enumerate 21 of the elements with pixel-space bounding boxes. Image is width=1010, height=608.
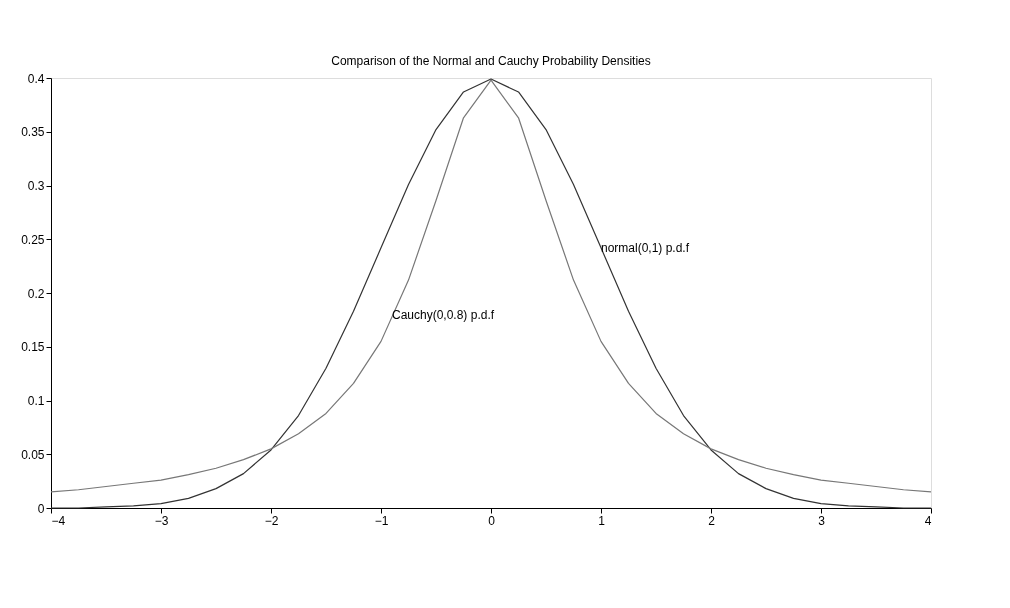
y-tick-label: 0.35 <box>21 125 45 140</box>
annotation: Cauchy(0,0.8) p.d.f <box>392 307 495 322</box>
x-tick-label: 1 <box>598 513 606 528</box>
y-tick-label: 0.3 <box>27 179 45 193</box>
x-tick-label: −1 <box>374 513 389 528</box>
x-tick-label: 2 <box>708 513 716 528</box>
x-tick-label: −3 <box>154 513 169 528</box>
annotation: normal(0,1) p.d.f <box>601 240 690 255</box>
x-tick-label: 4 <box>924 513 932 528</box>
y-tick-label: 0.1 <box>27 394 45 408</box>
y-tick-label: 0.4 <box>27 71 45 86</box>
y-tick-label: 0.05 <box>21 447 45 462</box>
x-tick-label: −4 <box>51 513 66 528</box>
chart-title: Comparison of the Normal and Cauchy Probability Densities <box>331 54 651 68</box>
x-tick-label: −2 <box>264 513 279 528</box>
y-tick-label: 0.15 <box>21 340 45 355</box>
x-tick-label: 0 <box>488 513 496 528</box>
y-tick-label: 0.2 <box>27 286 45 301</box>
x-tick-label: 3 <box>818 513 826 528</box>
y-tick-label: 0 <box>37 501 45 516</box>
y-tick-label: 0.25 <box>21 232 45 247</box>
